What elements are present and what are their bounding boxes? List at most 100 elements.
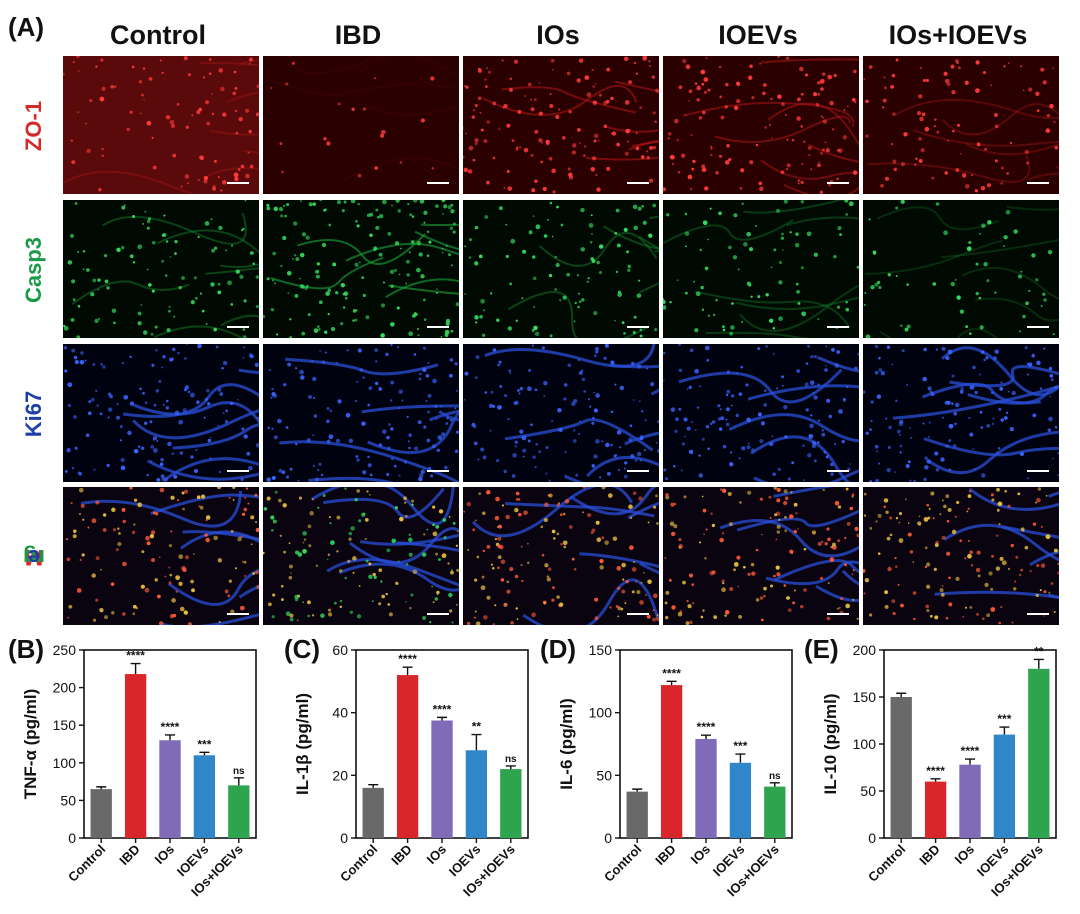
y-tick-label: 0 — [868, 830, 876, 846]
bar-ioevs — [465, 750, 488, 838]
scale-bar — [227, 613, 249, 615]
bar-ios — [159, 740, 181, 838]
panel-c-label: (C) — [284, 634, 321, 664]
y-tick-label: 40 — [332, 705, 348, 721]
scale-bar — [1027, 613, 1049, 615]
y-tick-label: 150 — [589, 642, 613, 658]
chart-il-10: 0 50 100 150 200 IL-10 (pg/ml) Control **** IBD *… — [821, 642, 1057, 899]
error-bar — [999, 726, 1010, 735]
x-tick-label: IOs — [952, 842, 977, 867]
x-tick-label: Control — [65, 842, 108, 885]
scale-bar — [827, 182, 849, 184]
chart-il-1beta: 0 20 40 60 IL-1β (pg/ml) Control **** IBD **** IO… — [293, 642, 529, 899]
column-header-ioevs: IOEVs — [718, 20, 798, 50]
micrograph-merge-ibd — [263, 487, 459, 625]
scale-bar — [627, 613, 649, 615]
scale-bar — [1027, 326, 1049, 328]
error-bar — [930, 778, 941, 782]
panel-a-label: (A) — [8, 12, 45, 42]
significance-label: **** — [398, 652, 417, 666]
scale-bar — [227, 326, 249, 328]
error-bar — [666, 680, 677, 686]
row-label-casp3: Casp3 — [21, 236, 46, 304]
y-tick-label: 250 — [53, 642, 77, 658]
bar-ioevs — [729, 762, 752, 838]
scale-bar — [827, 613, 849, 615]
x-tick-label: IOs — [688, 842, 713, 867]
bar-ioevs — [193, 755, 216, 838]
bar-control — [362, 787, 384, 838]
significance-label: ** — [1034, 644, 1044, 658]
x-tick-label: IBD — [388, 842, 414, 868]
significance-label: **** — [161, 720, 180, 734]
y-tick-label: 150 — [853, 689, 877, 705]
significance-label: **** — [662, 666, 681, 680]
micrograph-zo1-ibd — [263, 56, 459, 194]
significance-label: ns — [505, 754, 517, 765]
micrograph-merge-ios — [463, 487, 659, 625]
significance-label: **** — [961, 744, 980, 758]
micrograph-casp3-control — [63, 200, 259, 338]
scale-bar — [427, 613, 449, 615]
error-bar — [233, 777, 244, 786]
bar-ios — [959, 764, 981, 838]
x-tick-label: Control — [337, 842, 380, 885]
bar-ios-ioevs — [500, 769, 522, 838]
micrograph-ki67-ios — [463, 344, 659, 482]
micrograph-casp3-ibd — [263, 200, 459, 338]
chart-tnf-alpha: 0 50 100 150 200 250 TNF-α (pg/ml) Control **** I… — [21, 642, 257, 899]
significance-label: **** — [697, 720, 716, 734]
error-bar — [130, 662, 141, 675]
bar-ios — [431, 720, 453, 838]
x-tick-label: Control — [865, 842, 908, 885]
micrograph-merge-control — [63, 487, 259, 625]
bar-ibd — [124, 674, 147, 838]
panel-e-label: (E) — [804, 634, 839, 664]
bar-ios-ioevs — [764, 786, 786, 838]
error-bar — [437, 716, 447, 721]
column-header-control: Control — [110, 20, 206, 50]
error-bar — [769, 782, 780, 787]
micrograph-ki67-ios-ioevs — [863, 344, 1059, 482]
y-axis-label: IL-6 (pg/ml) — [557, 698, 576, 790]
bar-ios — [695, 738, 717, 838]
y-tick-label: 50 — [60, 792, 76, 808]
x-tick-label: IBD — [916, 842, 942, 868]
error-bar — [632, 788, 643, 792]
y-tick-label: 20 — [332, 767, 348, 783]
significance-label: ** — [472, 720, 482, 734]
micrograph-casp3-ios — [463, 200, 659, 338]
error-bar — [735, 753, 746, 763]
scale-bar — [627, 326, 649, 328]
bar-control — [890, 697, 912, 838]
y-tick-label: 200 — [53, 680, 77, 696]
bar-control — [90, 789, 112, 838]
bar-ibd — [396, 675, 419, 838]
scale-bar — [627, 470, 649, 472]
micrograph-ki67-control — [63, 344, 259, 482]
significance-label: *** — [997, 712, 1011, 726]
y-tick-label: 50 — [860, 783, 876, 799]
error-bar — [402, 666, 413, 676]
micrograph-ki67-ioevs — [663, 344, 859, 482]
column-header-ios: IOs — [536, 20, 580, 50]
error-bar — [896, 692, 907, 697]
scale-bar — [627, 182, 649, 184]
scale-bar — [427, 326, 449, 328]
significance-label: **** — [926, 764, 945, 778]
y-axis-label: IL-10 (pg/ml) — [821, 693, 840, 794]
micrograph-zo1-ios — [463, 56, 659, 194]
scale-bar — [427, 470, 449, 472]
chart-il-6: 0 50 100 150 IL-6 (pg/ml) Control **** IBD **** I… — [557, 642, 793, 899]
error-bar — [165, 734, 175, 741]
x-tick-label: IBD — [116, 842, 142, 868]
bar-ios-ioevs — [1028, 668, 1050, 838]
y-tick-label: 200 — [853, 642, 877, 658]
column-header-ibd: IBD — [334, 20, 382, 50]
significance-label: **** — [433, 702, 452, 716]
error-bar — [701, 734, 711, 739]
x-tick-label: IBD — [652, 842, 678, 868]
panel-d-label: (D) — [540, 634, 577, 664]
micrograph-ki67-ibd — [263, 344, 459, 482]
